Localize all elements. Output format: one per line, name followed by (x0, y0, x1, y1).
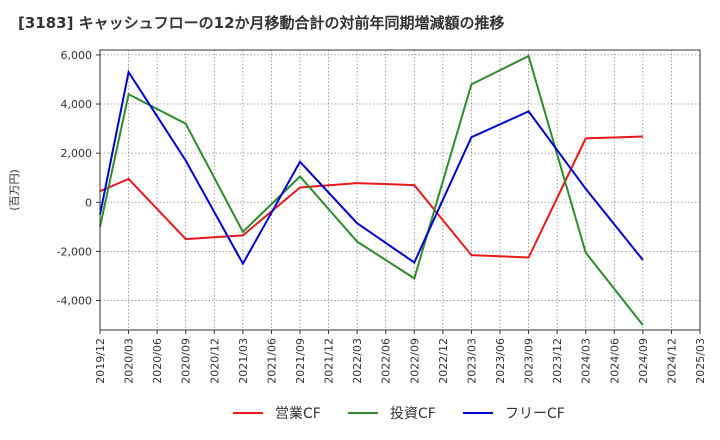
x-tick-label: 2023/09 (523, 338, 536, 384)
x-tick-label: 2020/09 (180, 338, 193, 384)
y-tick-label: 0 (85, 196, 92, 209)
y-tick-label: 6,000 (61, 49, 93, 62)
x-tick-label: 2022/12 (437, 338, 450, 384)
y-ticks: 6,000 4,000 2,000 0 -2,000 -4,000 (57, 49, 100, 308)
y-tick-label: 4,000 (61, 98, 93, 111)
x-tick-label: 2023/12 (551, 338, 564, 384)
x-tick-label: 2022/03 (351, 338, 364, 384)
x-tick-label: 2023/03 (465, 338, 478, 384)
legend-label: 営業CF (275, 406, 321, 422)
plot-area (100, 50, 700, 330)
x-tick-label: 2019/12 (94, 338, 107, 384)
x-tick-label: 2020/06 (151, 338, 164, 384)
x-tick-label: 2024/06 (608, 338, 621, 384)
x-tick-label: 2021/03 (237, 338, 250, 384)
legend: 営業CF 投資CF フリーCF (233, 406, 565, 422)
x-tick-label: 2022/06 (380, 338, 393, 384)
x-tick-label: 2024/09 (637, 338, 650, 384)
chart-title: [3183] キャッシュフローの12か月移動合計の対前年同期増減額の推移 (18, 14, 505, 32)
series-line (99, 69, 644, 266)
legend-label: フリーCF (505, 406, 565, 422)
x-tick-label: 2020/12 (208, 338, 221, 384)
legend-label: 投資CF (390, 406, 436, 422)
x-tick-label: 2021/12 (323, 338, 336, 384)
x-ticks: 2019/12 2020/03 2020/06 2020/09 2020/12 2021/… (94, 330, 707, 384)
plot-border (99, 49, 701, 331)
series-layer (99, 54, 644, 326)
series-line (99, 135, 643, 259)
y-tick-label: -2,000 (57, 245, 92, 258)
x-tick-label: 2020/03 (123, 338, 136, 384)
y-tick-label: 2,000 (61, 147, 93, 160)
series-line (99, 54, 644, 326)
x-tick-label: 2022/09 (408, 338, 421, 384)
x-tick-label: 2025/03 (694, 338, 707, 384)
x-tick-label: 2021/09 (294, 338, 307, 384)
x-tick-label: 2021/06 (265, 338, 278, 384)
y-axis-label: (百万円) (8, 169, 21, 211)
x-tick-label: 2023/06 (494, 338, 507, 384)
x-tick-label: 2024/03 (580, 338, 593, 384)
y-tick-label: -4,000 (57, 295, 92, 308)
x-tick-label: 2024/12 (665, 338, 678, 384)
